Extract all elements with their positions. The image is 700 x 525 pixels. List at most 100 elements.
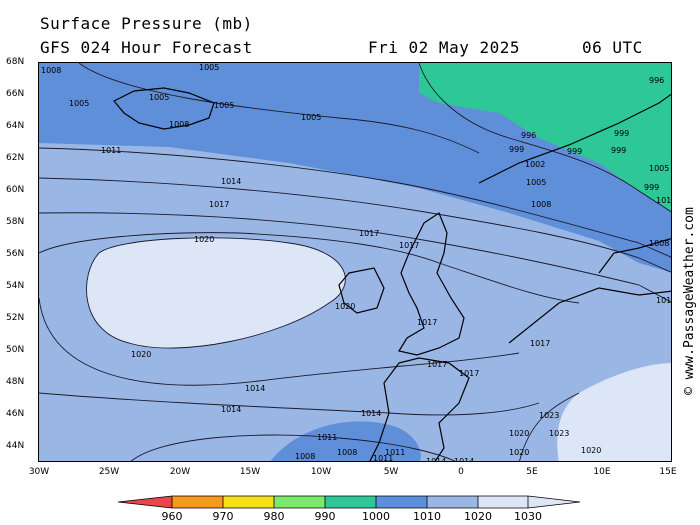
contour-label: 1017	[417, 318, 437, 327]
colorbar-segment	[427, 496, 478, 508]
pressure-colorbar	[118, 495, 581, 509]
contour-label: 1005	[69, 99, 89, 108]
y-tick: 60N	[6, 185, 25, 195]
contour-label: 1005	[149, 93, 169, 102]
colorbar-label: 970	[212, 510, 234, 523]
contour-label: 1017	[209, 200, 229, 209]
forecast-time: 06 UTC	[582, 38, 643, 57]
x-tick: 10W	[310, 467, 332, 477]
isobars	[39, 63, 671, 461]
contour-label: 1008	[531, 200, 551, 209]
colorbar-label: 1030	[514, 510, 542, 523]
contour-label: 1014	[426, 457, 446, 462]
y-tick: 68N	[6, 57, 25, 67]
contour-label: 1011	[385, 448, 405, 457]
iceland-outline	[113, 87, 215, 130]
colorbar-segment	[376, 496, 427, 508]
contour-label: 1011	[373, 454, 393, 462]
high-pressure-southeast	[557, 363, 671, 461]
colorbar-high-arrow	[478, 496, 580, 508]
contour-label: 1008	[295, 452, 315, 461]
contour-label: 999	[644, 183, 659, 192]
contour-label: 1014	[361, 409, 381, 418]
contour-label: 999	[611, 146, 626, 155]
contour-label: 999	[567, 147, 582, 156]
contour-label: 999	[509, 145, 524, 154]
x-tick: 5W	[383, 467, 399, 477]
map-svg: 1008 1005 1005 1005 1005 1008 1005 1011 …	[39, 63, 672, 462]
great-britain-outline	[398, 212, 465, 356]
forecast-subtitle: GFS 024 Hour Forecast	[40, 38, 253, 57]
x-tick: 25W	[98, 467, 120, 477]
y-tick: 62N	[6, 153, 25, 163]
colorbar-segment	[325, 496, 376, 508]
contour-labels: 1008 1005 1005 1005 1005 1008 1005 1011 …	[41, 63, 672, 462]
contour-label: 1008	[337, 448, 357, 457]
colorbar-segment	[223, 496, 274, 508]
contour-label: 1017	[459, 369, 479, 378]
chart-title: Surface Pressure (mb)	[40, 14, 253, 33]
contour-label: 1014	[245, 384, 265, 393]
colorbar-label: 960	[161, 510, 183, 523]
watermark: © www.PassageWeather.com	[682, 207, 697, 395]
band-990-1000	[419, 63, 671, 212]
contour-label: 1017	[427, 360, 447, 369]
forecast-date: Fri 02 May 2025	[368, 38, 520, 57]
contour-label: 996	[521, 131, 536, 140]
colorbar-label: 980	[263, 510, 285, 523]
x-tick: 20W	[169, 467, 191, 477]
contour-label: 1005	[301, 113, 321, 122]
contour-label: 1014	[221, 177, 241, 186]
y-tick: 58N	[6, 217, 25, 227]
contour-label: 1014	[454, 457, 474, 462]
contour-label: 1008	[41, 66, 61, 75]
contour-label: 1020	[509, 448, 529, 457]
y-tick: 48N	[6, 377, 25, 387]
contour-label: 1020	[509, 429, 529, 438]
x-tick: 5E	[526, 467, 538, 477]
contour-label: 1002	[525, 160, 545, 169]
contour-label: 1020	[335, 302, 355, 311]
colorbar-label: 1000	[362, 510, 390, 523]
contour-label: 1020	[131, 350, 151, 359]
high-pressure-area	[86, 237, 346, 349]
x-tick: 15E	[659, 467, 677, 477]
colorbar-segment	[172, 496, 223, 508]
contour-label: 1014	[221, 405, 241, 414]
contour-label: 1023	[539, 411, 559, 420]
ireland-outline	[338, 267, 385, 314]
contour-label: 1005	[649, 164, 669, 173]
contour-label: 1017	[399, 241, 419, 250]
coastlines	[113, 87, 671, 461]
contour-label: 1020	[194, 235, 214, 244]
contour-label: 1020	[581, 446, 601, 455]
contour-label: 1008	[169, 120, 189, 129]
y-tick: 44N	[6, 441, 25, 451]
y-tick: 56N	[6, 249, 25, 259]
contour-label: 1005	[526, 178, 546, 187]
x-tick: 15W	[239, 467, 261, 477]
pressure-map[interactable]: 1008 1005 1005 1005 1005 1008 1005 1011 …	[38, 62, 672, 462]
contour-label: 1011	[656, 196, 672, 205]
x-tick: 30W	[28, 467, 50, 477]
france-outline	[369, 357, 470, 461]
contour-label: 1005	[199, 63, 219, 72]
contour-label: 1005	[214, 101, 234, 110]
y-tick: 66N	[6, 89, 25, 99]
contour-label: 999	[614, 129, 629, 138]
contour-label: 1011	[101, 146, 121, 155]
contour-label: 1017	[530, 339, 550, 348]
colorbar-label: 990	[314, 510, 336, 523]
x-tick: 10E	[593, 467, 611, 477]
x-tick: 0	[458, 467, 464, 477]
contour-label: 1011	[656, 296, 672, 305]
contour-label: 1023	[549, 429, 569, 438]
contour-label: 996	[649, 76, 664, 85]
y-tick: 64N	[6, 121, 25, 131]
y-tick: 52N	[6, 313, 25, 323]
colorbar-low-arrow	[118, 496, 172, 508]
colorbar-label: 1010	[413, 510, 441, 523]
y-tick: 46N	[6, 409, 25, 419]
watermark-text: © www.PassageWeather.com	[682, 207, 697, 395]
y-tick: 50N	[6, 345, 25, 355]
